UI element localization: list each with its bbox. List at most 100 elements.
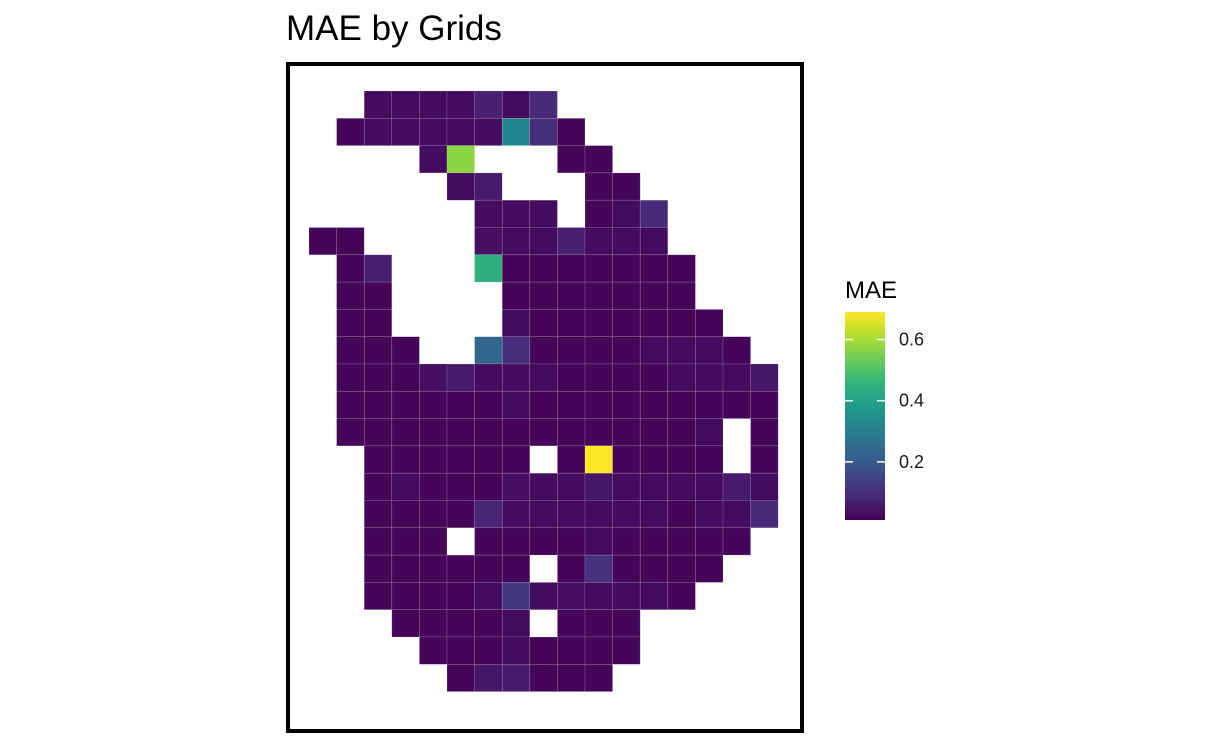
heatmap-cell <box>612 254 641 283</box>
heatmap-cell <box>501 363 531 392</box>
heatmap-cell <box>722 527 751 556</box>
panel-border <box>286 62 804 733</box>
heatmap-cell <box>501 418 531 447</box>
heatmap-cell <box>391 90 420 119</box>
heatmap-cell <box>391 418 420 447</box>
heatmap-cell <box>336 418 365 447</box>
heatmap-cell <box>750 445 779 474</box>
heatmap-cell <box>529 336 558 365</box>
heatmap-cell <box>667 418 696 447</box>
heatmap-cell <box>501 609 531 638</box>
heatmap-cell <box>529 527 558 556</box>
heatmap-cell <box>474 582 503 611</box>
heatmap-cell <box>419 145 448 174</box>
heatmap-cell <box>474 199 503 228</box>
heatmap-cell <box>419 582 448 611</box>
heatmap-cell <box>474 336 503 365</box>
heatmap-cell <box>557 527 586 556</box>
heatmap-cell <box>474 172 503 201</box>
heatmap-cell <box>557 281 586 310</box>
heatmap-cell <box>750 418 779 447</box>
heatmap-cell <box>584 582 613 611</box>
heatmap-cell <box>639 281 669 310</box>
heatmap-cell <box>446 363 475 392</box>
heatmap-cell <box>557 418 586 447</box>
heatmap-cell <box>557 309 586 337</box>
heatmap-cell <box>474 609 503 638</box>
heatmap-cell <box>639 390 669 419</box>
heatmap-cell <box>695 390 724 419</box>
heatmap-cell <box>667 390 696 419</box>
heatmap-cell <box>639 582 669 611</box>
heatmap-cell <box>474 227 503 256</box>
heatmap-cell <box>501 309 531 337</box>
heatmap-cell <box>446 500 475 529</box>
heatmap-cell <box>501 254 531 283</box>
heatmap-cell <box>557 227 586 256</box>
heatmap-cell <box>557 118 586 146</box>
heatmap-cell <box>501 445 531 474</box>
heatmap-cell <box>612 636 641 665</box>
heatmap-cell <box>336 309 365 337</box>
heatmap-cell <box>474 445 503 474</box>
heatmap-cell <box>529 254 558 283</box>
heatmap-cell <box>529 363 558 392</box>
heatmap-cell <box>722 390 751 419</box>
heatmap-cell <box>501 554 531 583</box>
heatmap-cell <box>612 554 641 583</box>
heatmap-cell <box>419 472 448 501</box>
heatmap-cell <box>363 554 393 583</box>
heatmap-cell <box>584 390 613 419</box>
heatmap-cell <box>722 363 751 392</box>
heatmap-cell <box>667 472 696 501</box>
heatmap-cell <box>529 281 558 310</box>
heatmap-cell <box>695 336 724 365</box>
heatmap-cell <box>363 472 393 501</box>
heatmap-cell <box>529 636 558 665</box>
heatmap-cell <box>391 554 420 583</box>
heatmap-cell <box>557 445 586 474</box>
heatmap-cell <box>501 636 531 665</box>
heatmap-cell <box>419 445 448 474</box>
heatmap-cell <box>529 663 558 692</box>
heatmap-cell <box>584 199 613 228</box>
heatmap-cell <box>363 281 393 310</box>
heatmap-cell <box>391 390 420 419</box>
heatmap-cell <box>501 527 531 556</box>
heatmap-cell <box>363 118 393 146</box>
heatmap-cell <box>750 500 779 529</box>
heatmap-cell <box>419 118 448 146</box>
heatmap-cell <box>639 336 669 365</box>
heatmap-cell <box>695 554 724 583</box>
heatmap-cell <box>391 363 420 392</box>
heatmap-cell <box>612 199 641 228</box>
heatmap-cell <box>584 227 613 256</box>
heatmap-cell <box>336 390 365 419</box>
heatmap-cell <box>612 309 641 337</box>
heatmap-cell <box>557 636 586 665</box>
heatmap-cell <box>612 609 641 638</box>
heatmap-cell <box>363 582 393 611</box>
heatmap-cell <box>584 254 613 283</box>
heatmap-cell <box>391 336 420 365</box>
heatmap-cell <box>419 363 448 392</box>
heatmap-cell <box>308 227 337 256</box>
heatmap-cell <box>612 445 641 474</box>
heatmap-cell <box>529 582 558 611</box>
heatmap-cell <box>584 363 613 392</box>
heatmap-cell <box>695 527 724 556</box>
heatmap-cell <box>612 582 641 611</box>
heatmap-cell <box>612 472 641 501</box>
heatmap-cell <box>584 309 613 337</box>
legend-title: MAE <box>845 277 897 304</box>
heatmap-cell <box>501 336 531 365</box>
colorbar-tick-label: 0.6 <box>899 330 924 350</box>
heatmap-cell <box>639 554 669 583</box>
heatmap-cell <box>639 418 669 447</box>
heatmap-cell <box>446 418 475 447</box>
heatmap-cell <box>639 199 669 228</box>
heatmap-cell <box>501 500 531 529</box>
heatmap-cell <box>529 390 558 419</box>
heatmap-cell <box>446 90 475 119</box>
heatmap-cell <box>695 309 724 337</box>
